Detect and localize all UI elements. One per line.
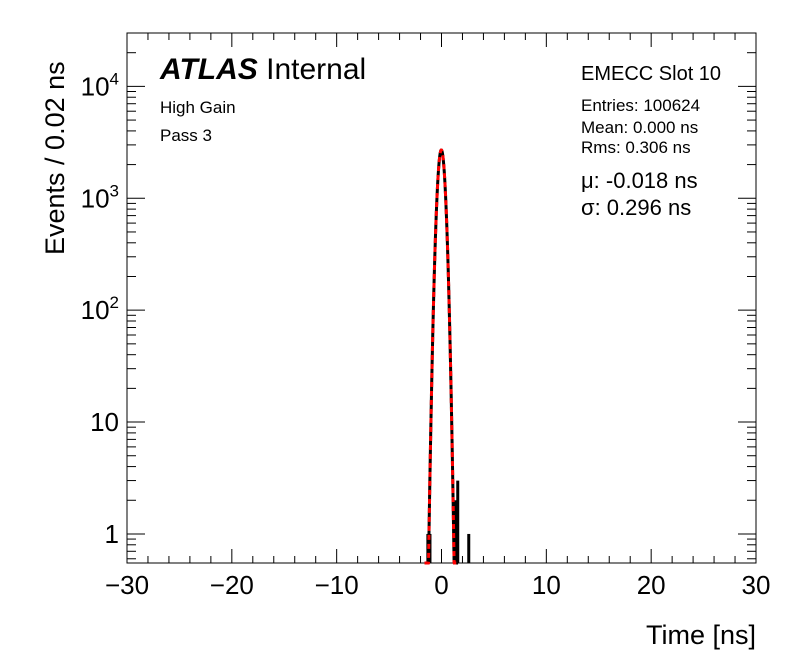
- x-tick-label: −30: [105, 570, 149, 600]
- gain-label: High Gain: [160, 98, 236, 117]
- y-tick-label: 104: [81, 69, 119, 101]
- entries-label: Entries: 100624: [581, 96, 701, 115]
- x-tick-label: 10: [532, 570, 561, 600]
- y-tick-label: 10: [90, 407, 119, 437]
- x-tick-label: 0: [434, 570, 448, 600]
- mean-label: Mean: 0.000 ns: [581, 118, 699, 137]
- pass-label: Pass 3: [160, 126, 212, 145]
- x-tick-label: 20: [637, 570, 666, 600]
- atlas-label: ATLAS Internal: [160, 53, 367, 86]
- y-tick-label: 1: [105, 519, 119, 549]
- sigma-label: σ: 0.296 ns: [581, 195, 692, 220]
- rms-label: Rms: 0.306 ns: [581, 138, 691, 157]
- x-tick-label: −10: [315, 570, 359, 600]
- y-axis-title: Events / 0.02 ns: [40, 61, 70, 255]
- y-tick-label: 103: [81, 181, 119, 213]
- mu-label: μ: -0.018 ns: [581, 168, 698, 193]
- y-tick-label: 102: [81, 293, 119, 325]
- slot-label: EMECC Slot 10: [581, 63, 722, 85]
- x-axis-title: Time [ns]: [645, 620, 756, 650]
- x-tick-label: 30: [742, 570, 771, 600]
- gaussian-fit-curve: [424, 148, 459, 565]
- x-tick-label: −20: [210, 570, 254, 600]
